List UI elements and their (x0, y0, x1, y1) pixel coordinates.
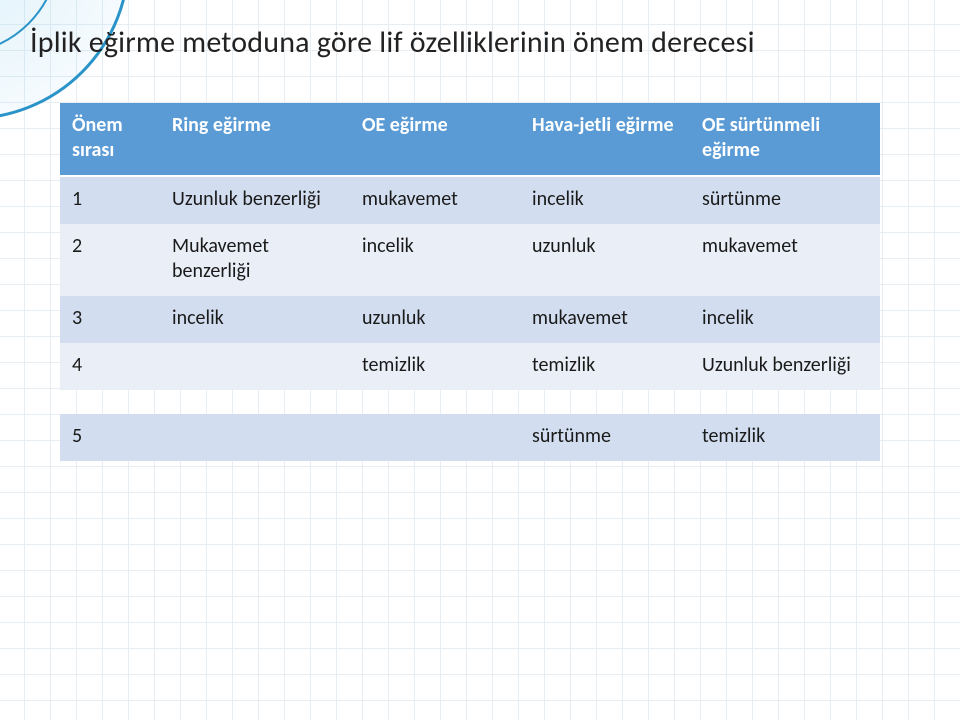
cell-order: 4 (60, 343, 160, 390)
page-title: İplik eğirme metoduna göre lif özellikle… (30, 24, 904, 61)
cell-order: 2 (60, 224, 160, 296)
cell-ring: Uzunluk benzerliği (160, 176, 350, 224)
cell-ring (160, 414, 350, 461)
cell-ring (160, 343, 350, 390)
cell-fric: Uzunluk benzerliği (690, 343, 880, 390)
cell-air: sürtünme (520, 414, 690, 461)
cell-order: 3 (60, 296, 160, 343)
cell-oe: mukavemet (350, 176, 520, 224)
cell-order: 5 (60, 414, 160, 461)
table-header-row: Önem sırası Ring eğirme OE eğirme Hava-j… (60, 103, 880, 176)
col-header-oe: OE eğirme (350, 103, 520, 176)
cell-ring: Mukavemet benzerliği (160, 224, 350, 296)
importance-table: Önem sırası Ring eğirme OE eğirme Hava-j… (60, 103, 880, 461)
col-header-order: Önem sırası (60, 103, 160, 176)
col-header-ring: Ring eğirme (160, 103, 350, 176)
slide-content: İplik eğirme metoduna göre lif özellikle… (0, 0, 960, 720)
cell-oe: uzunluk (350, 296, 520, 343)
col-header-air: Hava-jetli eğirme (520, 103, 690, 176)
table-row: 4 temizlik temizlik Uzunluk benzerliği (60, 343, 880, 390)
table-row: 2 Mukavemet benzerliği incelik uzunluk m… (60, 224, 880, 296)
cell-air: temizlik (520, 343, 690, 390)
cell-order: 1 (60, 176, 160, 224)
table-spacer (60, 390, 880, 414)
cell-ring: incelik (160, 296, 350, 343)
table-row: 5 sürtünme temizlik (60, 414, 880, 461)
cell-oe: temizlik (350, 343, 520, 390)
table-row: 3 incelik uzunluk mukavemet incelik (60, 296, 880, 343)
col-header-fric: OE sürtünmeli eğirme (690, 103, 880, 176)
cell-air: incelik (520, 176, 690, 224)
cell-fric: mukavemet (690, 224, 880, 296)
table-row: 1 Uzunluk benzerliği mukavemet incelik s… (60, 176, 880, 224)
cell-fric: incelik (690, 296, 880, 343)
cell-fric: sürtünme (690, 176, 880, 224)
cell-fric: temizlik (690, 414, 880, 461)
cell-oe (350, 414, 520, 461)
cell-air: mukavemet (520, 296, 690, 343)
cell-oe: incelik (350, 224, 520, 296)
cell-air: uzunluk (520, 224, 690, 296)
